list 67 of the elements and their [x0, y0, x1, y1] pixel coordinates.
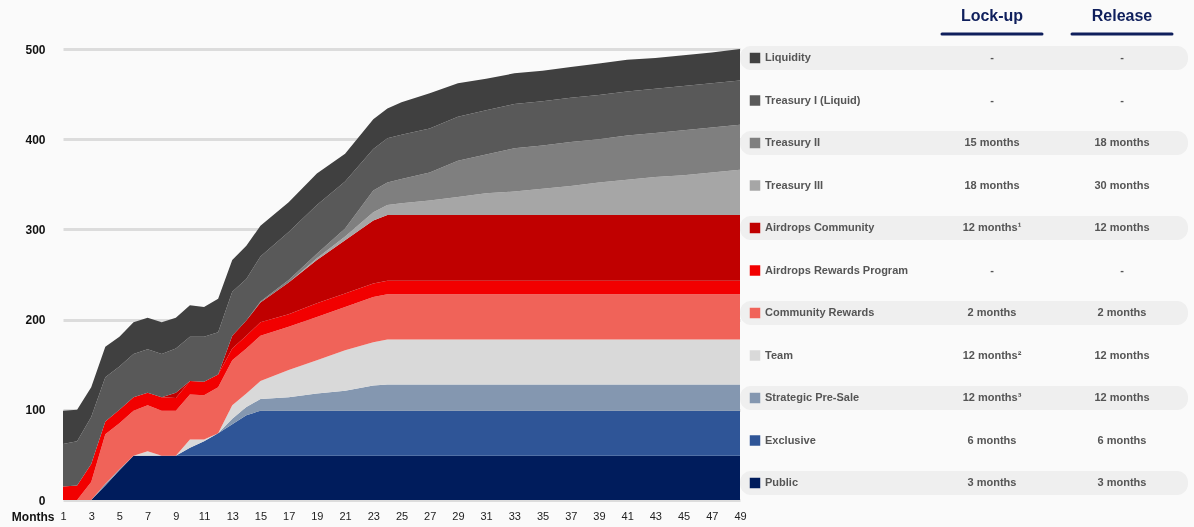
text: 6 months: [967, 433, 1017, 446]
x-tick-label: 33: [508, 509, 521, 522]
text: 30 months: [1094, 178, 1150, 191]
legend-label: Treasury III: [765, 178, 824, 191]
legend-label: Community Rewards: [765, 306, 875, 318]
legend-label: Treasury I (Liquid): [765, 93, 861, 106]
x-tick-label: 31: [480, 509, 493, 522]
text: 6 months: [1097, 433, 1147, 446]
text: 2 months: [1097, 306, 1147, 318]
x-tick-label: 9: [173, 509, 180, 522]
text: 3 months: [967, 476, 1017, 488]
text: 12 months¹: [962, 221, 1022, 233]
x-tick-label: 19: [311, 509, 324, 522]
x-tick-label: 39: [593, 509, 606, 522]
x-tick-label: 37: [565, 509, 578, 522]
x-tick-label: 43: [649, 509, 662, 522]
x-tick-label: 5: [116, 509, 123, 522]
legend-label: Exclusive: [765, 433, 816, 446]
x-tick-label: 15: [254, 509, 268, 522]
legend-label: Team: [765, 348, 794, 361]
x-tick-label: 35: [536, 509, 550, 522]
x-tick-label: 7: [145, 509, 152, 522]
x-tick-label: 29: [452, 509, 465, 522]
legend-label: Treasury II: [765, 136, 821, 148]
legend-label: Liquidity: [765, 51, 812, 63]
x-tick-label: 41: [621, 509, 634, 522]
x-tick-label: 25: [395, 509, 409, 522]
y-tick-label: 400: [25, 132, 46, 147]
text: 12 months²: [962, 348, 1022, 361]
text: 12 months: [1094, 348, 1150, 361]
text: 12 months: [1094, 221, 1150, 233]
text: 12 months³: [962, 391, 1022, 403]
text: Lock-up: [960, 7, 1024, 24]
text: -: [990, 263, 995, 276]
x-tick-label: 17: [283, 509, 296, 522]
x-tick-label: 13: [226, 509, 239, 522]
legend-label: Airdrops Community: [765, 221, 876, 233]
y-tick-label: 200: [25, 313, 46, 328]
text: -: [1120, 93, 1125, 106]
text: -: [1120, 51, 1125, 63]
text: 3 months: [1097, 476, 1147, 488]
text: 15 months: [964, 136, 1020, 148]
text: -: [990, 93, 995, 106]
x-tick-label: 45: [677, 509, 691, 522]
text: 2 months: [967, 306, 1017, 318]
text: 18 months: [964, 178, 1020, 191]
x-tick-label: 49: [734, 509, 747, 522]
x-tick-label: 21: [339, 509, 352, 522]
y-tick-label: 500: [25, 42, 46, 57]
x-tick-label: 23: [367, 509, 380, 522]
x-tick-label: 3: [88, 509, 95, 522]
y-tick-label: 0: [38, 493, 46, 508]
text: -: [990, 51, 995, 63]
legend-label: Public: [765, 476, 799, 488]
x-tick-label: 1: [60, 509, 67, 522]
y-tick-label: 300: [25, 222, 46, 237]
x-tick-label: 11: [198, 509, 211, 522]
x-tick-label: 27: [424, 509, 437, 522]
text: 18 months: [1094, 136, 1150, 148]
x-tick-label: 47: [706, 509, 719, 522]
legend-label: Strategic Pre-Sale: [765, 391, 860, 403]
text: 12 months: [1094, 391, 1150, 403]
x-axis-title: Months: [11, 509, 55, 524]
text: -: [1120, 263, 1125, 276]
text: Release: [1091, 7, 1153, 24]
y-tick-label: 100: [25, 403, 46, 418]
legend-label: Airdrops Rewards Program: [765, 263, 909, 276]
